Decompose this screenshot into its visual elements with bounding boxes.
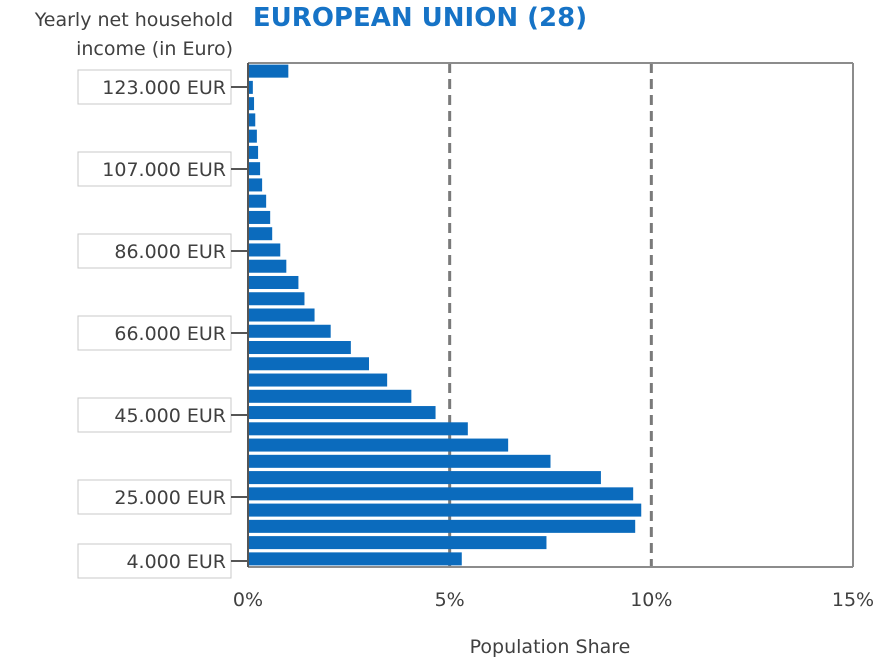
bar-11: [248, 389, 412, 403]
bar-24: [248, 178, 263, 192]
bar-29: [248, 97, 255, 111]
bar-6: [248, 471, 601, 485]
bar-27: [248, 129, 257, 143]
y-tick-label-4: 66.000 EUR: [114, 323, 226, 345]
bar-21: [248, 227, 273, 241]
y-tick-box-6: [77, 479, 232, 515]
bar-14: [248, 341, 351, 355]
bars: [248, 64, 642, 566]
plot-frame: [247, 62, 854, 568]
x-tick-label-1: 0%: [233, 589, 263, 611]
bar-31: [248, 64, 289, 78]
chart-title: EUROPEAN UNION (28): [253, 3, 587, 33]
bar-2: [248, 536, 547, 550]
x-tick-labels: 0% 5% 10% 15%: [233, 589, 874, 611]
bar-9: [248, 422, 468, 436]
y-tick-label-2: 107.000 EUR: [102, 159, 226, 181]
bar-3: [248, 519, 636, 533]
bar-8: [248, 438, 509, 452]
y-axis-label-line-2: income (in Euro): [76, 38, 233, 60]
x-tick-label-3: 10%: [630, 589, 672, 611]
bar-7: [248, 454, 551, 468]
y-tick-labels: 123.000 EUR 107.000 EUR 86.000 EUR 66.000 E…: [77, 69, 248, 579]
y-axis-label-line-1: Yearly net household: [34, 9, 233, 31]
bar-18: [248, 275, 299, 289]
bar-13: [248, 357, 369, 371]
bar-22: [248, 210, 271, 224]
bar-30: [248, 80, 253, 94]
bar-17: [248, 292, 305, 306]
bar-16: [248, 308, 315, 322]
x-axis-label: Population Share: [470, 636, 631, 658]
y-tick-box-5: [77, 397, 232, 433]
bar-12: [248, 373, 388, 387]
bar-28: [248, 113, 256, 127]
x-tick-label-2: 5%: [435, 589, 465, 611]
bar-26: [248, 145, 259, 159]
bar-1: [248, 552, 462, 566]
bar-5: [248, 487, 634, 501]
y-tick-label-1: 123.000 EUR: [102, 77, 226, 99]
bar-25: [248, 162, 261, 176]
bar-19: [248, 259, 287, 273]
x-tick-label-4: 15%: [832, 589, 874, 611]
bar-23: [248, 194, 267, 208]
bar-10: [248, 406, 436, 420]
y-tick-box-2: [77, 151, 232, 187]
y-tick-box-7: [77, 543, 232, 579]
y-tick-box-1: [77, 69, 232, 105]
y-tick-label-7: 4.000 EUR: [126, 551, 226, 573]
bar-15: [248, 324, 331, 338]
bar-4: [248, 503, 642, 517]
y-tick-label-6: 25.000 EUR: [114, 487, 226, 509]
y-tick-box-4: [77, 315, 232, 351]
bar-20: [248, 243, 281, 257]
y-tick-label-5: 45.000 EUR: [114, 405, 226, 427]
y-tick-label-3: 86.000 EUR: [114, 241, 226, 263]
